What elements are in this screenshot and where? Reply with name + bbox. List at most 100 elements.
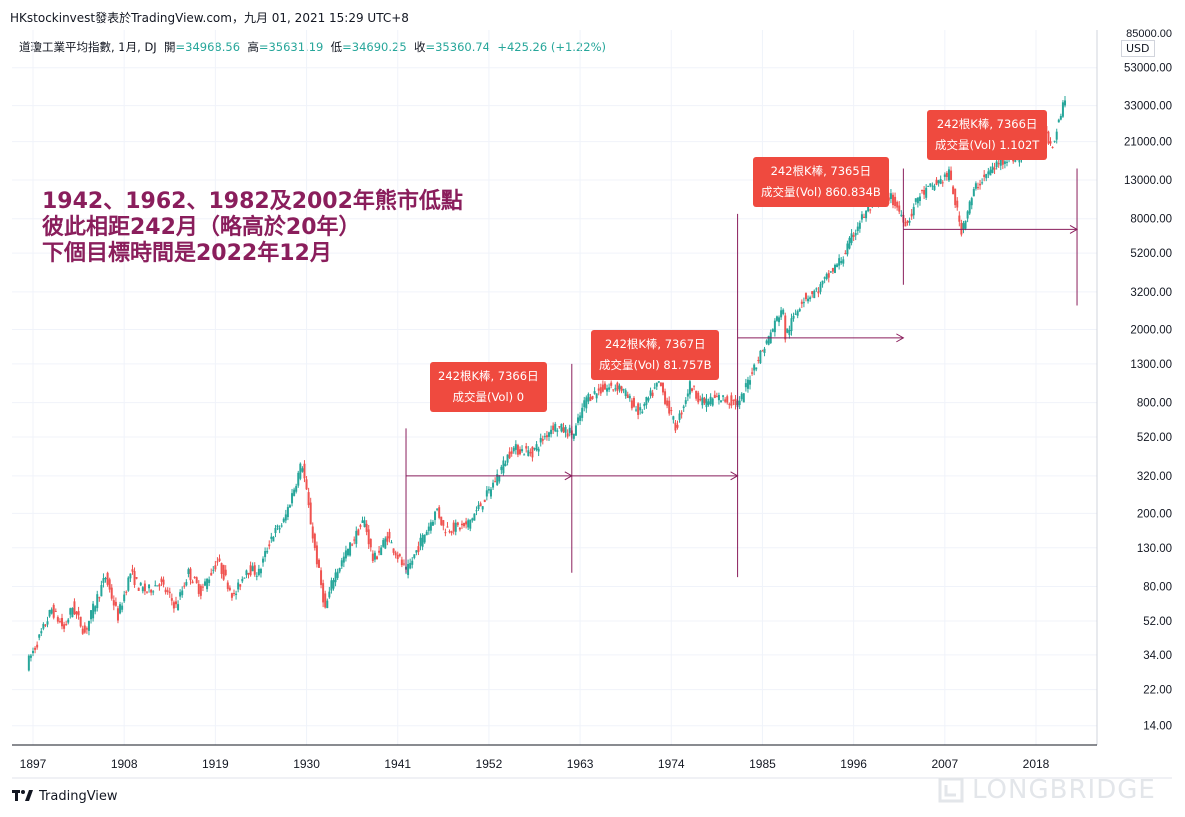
longbridge-logo-icon [938,777,964,803]
candle-body [620,386,623,392]
candle-body [595,393,598,399]
candle-body [286,507,289,518]
candle-body [527,450,530,456]
candle-body [92,603,95,619]
candle-body [821,280,824,285]
candle-body [143,583,146,592]
candle-body [587,394,590,402]
candle-body [247,572,250,575]
candle-body [423,534,426,543]
candle-body [139,582,142,586]
candle-body [104,578,107,580]
candle-body [485,490,488,497]
candle-body [473,513,476,521]
candle-body [707,401,710,405]
candle-body [579,415,582,421]
candle-body [141,587,144,592]
candle-body [943,174,946,177]
candle-body [386,536,389,542]
price-tick-label: 5200.00 [1130,248,1172,260]
candle-body [966,211,969,219]
candle-body [887,197,890,201]
high-value: =35631.19 [258,40,324,54]
candle-body [349,542,352,556]
candle-body [162,579,165,585]
candle-body [829,271,832,273]
candle-body [63,624,66,629]
candle-body [825,273,828,280]
candle-body [556,430,559,432]
candle-body [701,397,704,406]
range-arrow-head [1069,224,1079,234]
candle-body [429,522,432,531]
candle-body [313,533,316,549]
currency-label[interactable]: USD [1121,40,1155,57]
candle-body [145,591,148,593]
tradingview-brand[interactable]: TradingView [12,789,118,804]
candle-body [79,616,82,627]
range-callout-3[interactable]: 242根K棒, 7365日 成交量(Vol) 860.834B [753,157,889,207]
candle-body [116,608,119,621]
candle-body [606,388,609,392]
candle-body [780,310,783,318]
price-tick-label: 200.00 [1137,508,1172,520]
candle-body [172,602,175,609]
candle-body [554,423,557,432]
candle-body [979,183,982,186]
candle-body [929,183,932,186]
candle-body [1053,140,1056,142]
candle-body [212,569,215,571]
candle-body [156,585,159,587]
candle-body [865,210,868,219]
candle-body [317,559,320,568]
candle-body [334,572,337,583]
candle-body [355,530,358,544]
candle-body [419,537,422,546]
candle-body [645,397,648,405]
candle-body [889,193,892,199]
candle-body [504,463,507,467]
tradingview-logo-icon [12,790,33,801]
candle-body [67,619,70,623]
candle-body [315,545,318,565]
range-callout-4[interactable]: 242根K棒, 7366日 成交量(Vol) 1.102T [927,110,1048,160]
candle-body [489,489,492,497]
candle-body [332,580,335,589]
candle-body [83,625,86,633]
candle-body [931,185,934,187]
candle-body [226,582,229,589]
candle-body [378,550,381,553]
chart-header-title: HKstockinvest發表於TradingView.com，九月 01, 2… [10,11,409,25]
candle-body [187,569,190,575]
candle-body [792,315,795,319]
range-callout-2[interactable]: 242根K棒, 7367日 成交量(Vol) 81.757B [591,330,720,380]
candle-body [632,397,635,407]
candle-body [106,572,109,585]
candle-body [251,566,254,572]
candle-body [755,367,758,370]
candle-body [1059,115,1062,120]
range-arrow-head [896,333,905,343]
candle-body [183,585,186,587]
range-arrow-head [730,471,739,481]
candle-body [1047,131,1050,144]
candle-body [309,502,312,525]
candle-body [690,388,693,391]
candle-body [1049,141,1052,144]
candle-body [728,403,731,405]
candle-body [523,454,526,456]
candle-body [958,215,961,222]
range-callout-1[interactable]: 242根K棒, 7366日 成交量(Vol) 0 [430,362,547,412]
candle-body [923,190,926,195]
candle-body [417,546,420,552]
candle-body [896,201,899,208]
candle-body [400,559,403,566]
candle-body [918,196,921,202]
candle-body [112,600,115,606]
candle-body [373,552,376,560]
price-tick-label: 3200.00 [1130,287,1172,299]
candle-body [65,624,68,626]
candle-body [906,220,909,223]
candle-body [533,448,536,450]
